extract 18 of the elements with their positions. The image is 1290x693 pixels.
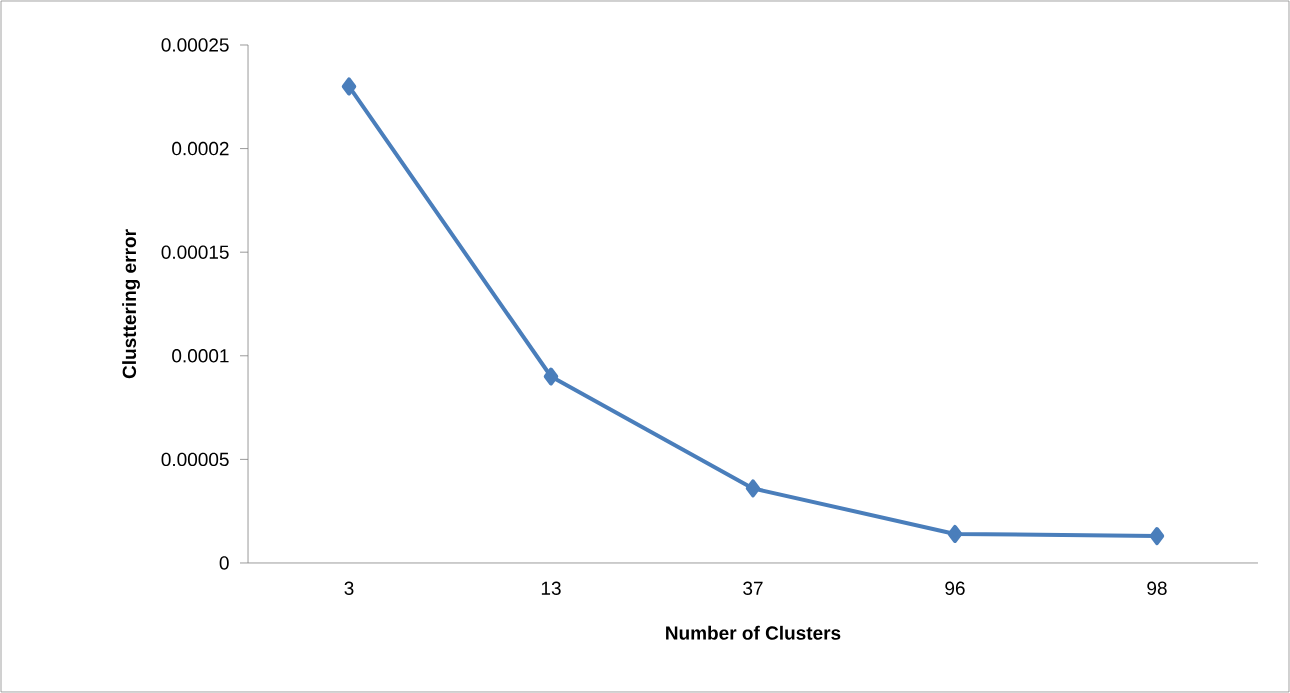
y-tick-label: 0.00005: [161, 452, 229, 467]
x-axis-title: Number of Clusters: [666, 625, 841, 640]
x-tick-label: 98: [1147, 581, 1167, 595]
point: [947, 524, 963, 543]
x-tick-label: 96: [945, 581, 965, 595]
x-tick-label: 3: [344, 581, 354, 595]
point: [745, 479, 761, 498]
y-tick-label: 0.00015: [161, 245, 229, 259]
y-tick-label: 0.00025: [161, 38, 229, 52]
point: [341, 77, 357, 96]
point: [543, 367, 559, 386]
point: [1149, 527, 1165, 546]
x-tick-label: 37: [743, 581, 763, 595]
y-tick-label: 0.0001: [172, 349, 229, 363]
y-axis-title: Clusttering error: [122, 229, 140, 379]
y-tick-label: 0.0002: [172, 141, 229, 156]
x-tick-label: 13: [541, 581, 561, 595]
y-tick-label: 0: [219, 556, 229, 570]
